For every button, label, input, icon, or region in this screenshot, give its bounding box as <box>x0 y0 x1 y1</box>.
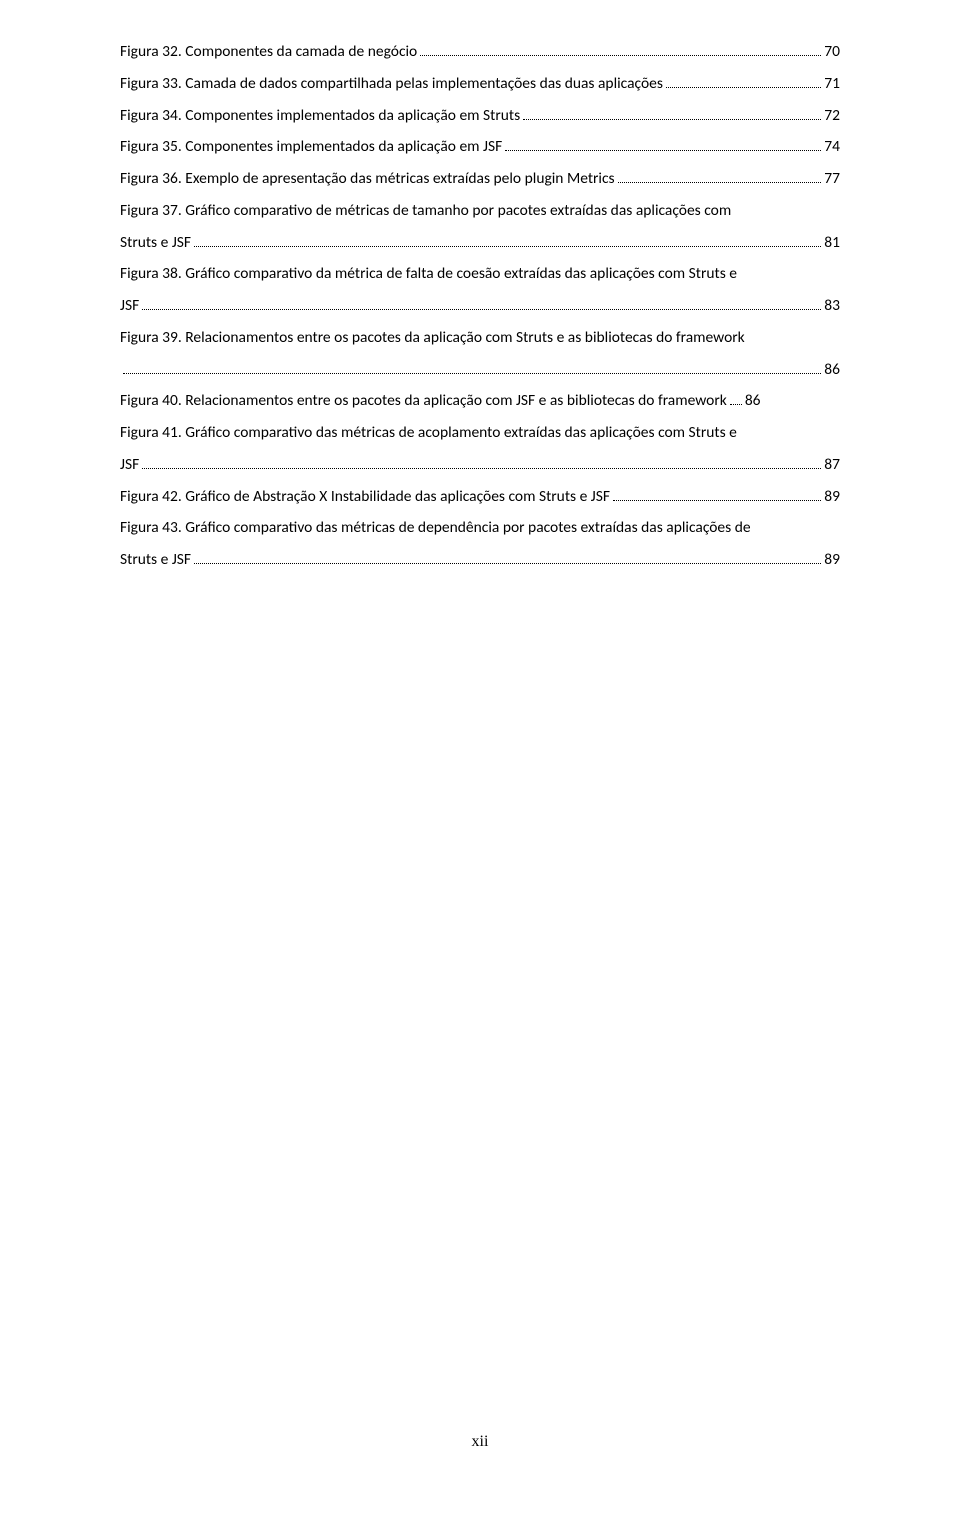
toc-page-number: 81 <box>824 227 840 259</box>
toc-entry: Figura 42. Gráfico de Abstração X Instab… <box>120 481 840 513</box>
toc-page-number: 77 <box>824 163 840 195</box>
toc-dots <box>505 137 821 151</box>
toc-entry-text: Figura 39. Relacionamentos entre os paco… <box>120 322 745 354</box>
toc-entry: 86 <box>120 354 840 386</box>
toc-dots <box>123 360 821 374</box>
page-content: Figura 32. Componentes da camada de negó… <box>0 0 960 576</box>
toc-entry-text: Figura 37. Gráfico comparativo de métric… <box>120 195 731 227</box>
toc-page-number: 72 <box>824 100 840 132</box>
page-number: xii <box>0 1433 960 1451</box>
toc-entry-text: Figura 41. Gráfico comparativo das métri… <box>120 417 737 449</box>
list-of-figures: Figura 32. Componentes da camada de negó… <box>120 36 840 576</box>
toc-entry-text: Struts e JSF <box>120 227 191 259</box>
toc-entry: Figura 34. Componentes implementados da … <box>120 100 840 132</box>
toc-page-number: 74 <box>824 131 840 163</box>
toc-page-number: 71 <box>824 68 840 100</box>
toc-page-number: 86 <box>745 385 761 417</box>
toc-entry-text: Struts e JSF <box>120 544 191 576</box>
toc-dots <box>142 455 821 469</box>
toc-dots <box>523 106 821 120</box>
toc-entry-text: Figura 32. Componentes da camada de negó… <box>120 36 417 68</box>
toc-dots <box>613 487 821 501</box>
toc-page-number: 83 <box>824 290 840 322</box>
toc-page-number: 89 <box>824 544 840 576</box>
toc-entry: Figura 43. Gráfico comparativo das métri… <box>120 512 840 544</box>
toc-entry: Figura 36. Exemplo de apresentação das m… <box>120 163 840 195</box>
toc-entry-text: JSF <box>120 449 139 481</box>
toc-entry: Figura 35. Componentes implementados da … <box>120 131 840 163</box>
toc-entry-text: JSF <box>120 290 139 322</box>
toc-dots <box>666 74 821 88</box>
toc-dots <box>420 42 821 56</box>
toc-entry: Figura 33. Camada de dados compartilhada… <box>120 68 840 100</box>
toc-page-number: 86 <box>824 354 840 386</box>
toc-dots <box>194 550 821 564</box>
toc-entry: Struts e JSF 81 <box>120 227 840 259</box>
toc-entry: Figura 38. Gráfico comparativo da métric… <box>120 258 840 290</box>
toc-entry: Figura 32. Componentes da camada de negó… <box>120 36 840 68</box>
toc-page-number: 87 <box>824 449 840 481</box>
toc-entry-text: Figura 36. Exemplo de apresentação das m… <box>120 163 615 195</box>
toc-entry: JSF 83 <box>120 290 840 322</box>
toc-dots <box>142 296 821 310</box>
toc-entry: Figura 39. Relacionamentos entre os paco… <box>120 322 840 354</box>
toc-entry-text: Figura 33. Camada de dados compartilhada… <box>120 68 663 100</box>
toc-entry-text: Figura 42. Gráfico de Abstração X Instab… <box>120 481 610 513</box>
toc-entry: JSF 87 <box>120 449 840 481</box>
toc-entry: Figura 37. Gráfico comparativo de métric… <box>120 195 840 227</box>
toc-page-number: 89 <box>824 481 840 513</box>
toc-entry-text: Figura 43. Gráfico comparativo das métri… <box>120 512 751 544</box>
toc-entry: Figura 40. Relacionamentos entre os paco… <box>120 385 840 417</box>
toc-entry: Figura 41. Gráfico comparativo das métri… <box>120 417 840 449</box>
toc-dots <box>194 233 821 247</box>
toc-dots <box>730 391 742 405</box>
toc-page-number: 70 <box>824 36 840 68</box>
toc-entry: Struts e JSF 89 <box>120 544 840 576</box>
toc-dots <box>618 169 822 183</box>
toc-entry-text: Figura 35. Componentes implementados da … <box>120 131 502 163</box>
toc-entry-text: Figura 40. Relacionamentos entre os paco… <box>120 385 727 417</box>
toc-entry-text: Figura 34. Componentes implementados da … <box>120 100 520 132</box>
toc-entry-text: Figura 38. Gráfico comparativo da métric… <box>120 258 737 290</box>
